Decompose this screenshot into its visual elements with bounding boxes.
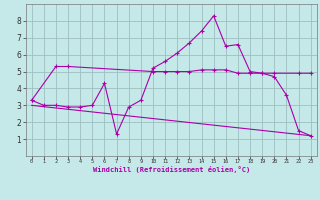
X-axis label: Windchill (Refroidissement éolien,°C): Windchill (Refroidissement éolien,°C) bbox=[92, 166, 250, 173]
